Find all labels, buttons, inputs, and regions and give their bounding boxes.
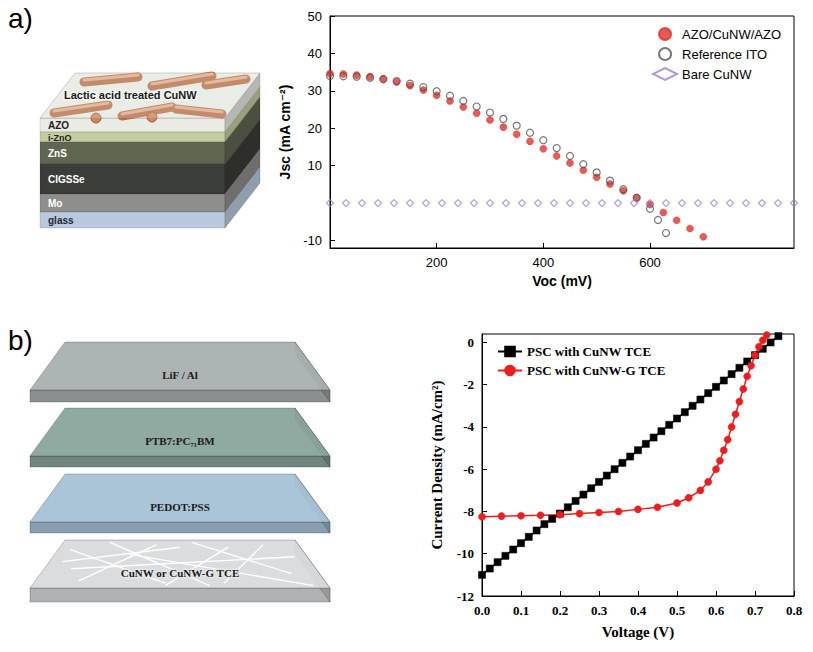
svg-text:40: 40 [308, 46, 322, 61]
svg-text:0.0: 0.0 [474, 603, 490, 618]
svg-text:0.5: 0.5 [669, 603, 686, 618]
svg-text:0: 0 [468, 335, 475, 350]
svg-text:PSC with CuNW-G TCE: PSC with CuNW-G TCE [527, 363, 665, 378]
svg-text:-8: -8 [463, 504, 474, 519]
svg-text:Reference ITO: Reference ITO [682, 47, 767, 62]
svg-text:Jsc (mA cm⁻²): Jsc (mA cm⁻²) [277, 85, 293, 180]
svg-text:-10: -10 [303, 233, 322, 248]
svg-text:Voltage (V): Voltage (V) [602, 624, 674, 641]
svg-text:0.3: 0.3 [591, 603, 608, 618]
svg-text:400: 400 [532, 255, 554, 270]
svg-text:Voc (mV): Voc (mV) [532, 273, 592, 289]
svg-text:-6: -6 [463, 462, 474, 477]
svg-text:0.1: 0.1 [513, 603, 529, 618]
svg-text:-2: -2 [463, 377, 474, 392]
svg-text:AZO: AZO [48, 120, 69, 131]
svg-text:Lactic acid treated CuNW: Lactic acid treated CuNW [64, 89, 197, 101]
svg-text:PEDOT:PSS: PEDOT:PSS [150, 501, 210, 513]
svg-text:Mo: Mo [48, 198, 62, 209]
svg-text:0.4: 0.4 [630, 603, 647, 618]
svg-text:10: 10 [308, 158, 322, 173]
svg-text:i-ZnO: i-ZnO [48, 133, 72, 143]
svg-text:200: 200 [426, 255, 448, 270]
svg-text:CIGSSe: CIGSSe [48, 174, 85, 185]
svg-text:0.7: 0.7 [747, 603, 764, 618]
svg-text:AZO/CuNW/AZO: AZO/CuNW/AZO [682, 27, 781, 42]
svg-text:-4: -4 [463, 419, 474, 434]
svg-text:PTB7:PC₇₁BM: PTB7:PC₇₁BM [145, 435, 215, 447]
svg-text:600: 600 [639, 255, 661, 270]
svg-text:0.6: 0.6 [708, 603, 725, 618]
svg-text:LiF / Al: LiF / Al [162, 369, 198, 381]
svg-text:0.2: 0.2 [552, 603, 568, 618]
svg-text:ZnS: ZnS [48, 148, 67, 159]
svg-text:-10: -10 [457, 546, 474, 561]
svg-text:glass: glass [48, 215, 74, 226]
svg-text:-12: -12 [457, 589, 474, 604]
html-text:a): a) [8, 3, 33, 34]
svg-text:PSC with CuNW TCE: PSC with CuNW TCE [527, 344, 651, 359]
svg-text:30: 30 [308, 83, 322, 98]
svg-text:Current Density (mA/cm²): Current Density (mA/cm²) [429, 380, 446, 549]
svg-text:0.8: 0.8 [786, 603, 803, 618]
svg-text:CuNW or CuNW-G TCE: CuNW or CuNW-G TCE [121, 567, 239, 579]
svg-text:50: 50 [308, 9, 322, 24]
svg-text:20: 20 [308, 121, 322, 136]
svg-text:Bare CuNW: Bare CuNW [682, 67, 752, 82]
html-text:b): b) [8, 325, 33, 356]
